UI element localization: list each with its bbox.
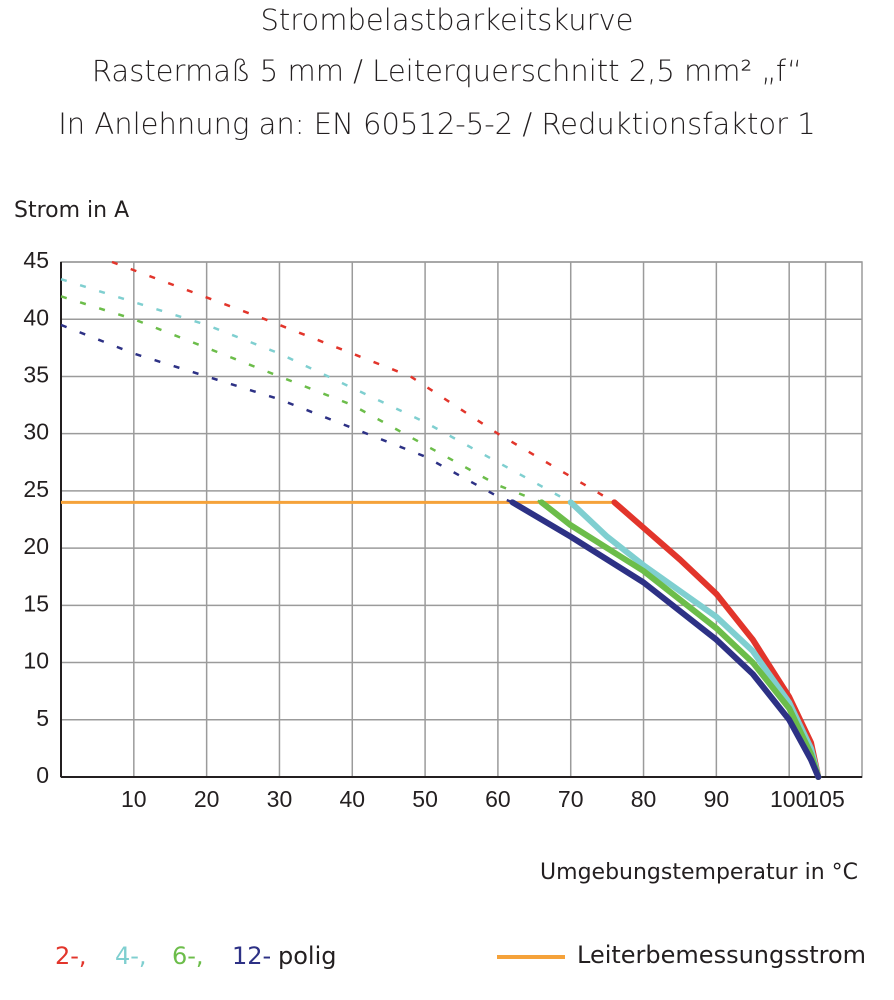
x-tick-label: 105 [806,786,844,812]
y-tick-label: 30 [23,419,49,445]
x-tick-label: 90 [704,786,730,812]
series-line-dashed [60,323,513,504]
chart-title: Strombelastbarkeitskurve [260,3,633,37]
x-tick-label: 40 [339,786,365,812]
legend-label: 6-, [172,942,204,970]
x-tick-label: 10 [121,786,147,812]
y-tick-label: 45 [23,247,49,273]
y-tick-label: 15 [23,590,49,616]
x-tick-label: 50 [412,786,438,812]
y-tick-label: 0 [36,762,49,788]
chart-subtitle: In Anlehnung an: EN 60512-5-2 / Reduktio… [58,107,815,141]
legend-label: 4-, [115,942,147,970]
chart-subtitle: Rastermaß 5 mm / Leiterquerschnitt 2,5 m… [92,54,802,88]
plot-frame [60,261,863,778]
x-tick-label: 100 [770,786,808,812]
y-tick-label: 5 [36,705,49,731]
legend-label: 12- [232,942,271,970]
legend-label: Leiterbemessungsstrom [577,941,866,969]
y-tick-label: 20 [23,533,49,559]
x-tick-label: 70 [558,786,584,812]
legend-suffix: polig [278,942,337,970]
x-axis-label: Umgebungstemperatur in °C [540,860,858,885]
series-line-dashed [60,277,572,504]
series-line [538,499,822,780]
x-tick-label: 60 [485,786,511,812]
x-tick-label: 30 [267,786,293,812]
series-line-dashed [111,260,616,504]
legend-label: 2-, [55,942,87,970]
y-axis-label: Strom in A [14,198,129,223]
y-tick-label: 35 [23,362,49,388]
y-tick-label: 40 [23,304,49,330]
x-tick-label: 80 [631,786,657,812]
series-line [509,499,822,780]
series-line [567,499,822,780]
x-tick-label: 20 [194,786,220,812]
series-line-dashed [60,295,543,504]
y-tick-label: 10 [23,648,49,674]
y-tick-label: 25 [23,476,49,502]
